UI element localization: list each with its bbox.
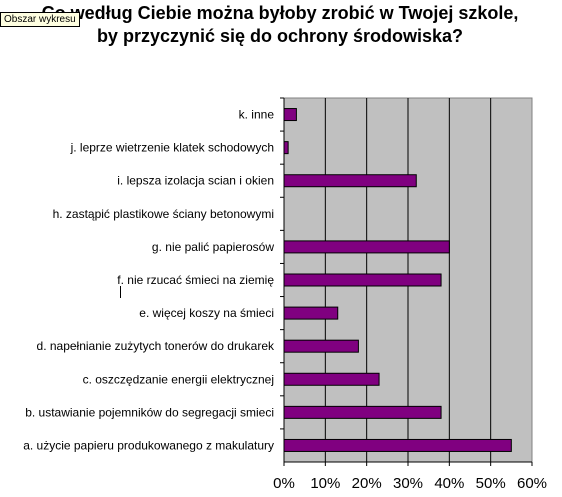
x-tick-label: 50% xyxy=(476,475,506,492)
category-label: e. więcej koszy na śmieci xyxy=(139,306,274,320)
text-cursor xyxy=(120,286,121,298)
bar[interactable] xyxy=(283,273,442,287)
bar[interactable] xyxy=(283,108,297,122)
category-label: k. inne xyxy=(239,108,275,122)
category-label: h. zastąpić plastikowe ściany betonowymi xyxy=(53,207,274,221)
bar[interactable] xyxy=(283,438,512,452)
chart-title: Co według Ciebie można byłoby zrobić w T… xyxy=(41,3,519,46)
x-tick-label: 30% xyxy=(393,475,423,492)
category-label: j. leprze wietrzenie klatek schodowych xyxy=(70,141,274,155)
category-label: d. napełnianie zużytych tonerów do druka… xyxy=(37,339,275,353)
category-labels: k. inne j. leprze wietrzenie klatek schod… xyxy=(23,97,284,452)
bar[interactable] xyxy=(283,174,417,188)
x-tick-label: 20% xyxy=(352,475,382,492)
x-tick-label: 10% xyxy=(310,475,340,492)
x-tick-label: 40% xyxy=(434,475,464,492)
category-label: f. nie rzucać śmieci na ziemię xyxy=(117,273,274,287)
category-label: c. oszczędzanie energii elektrycznej xyxy=(83,372,274,386)
category-label: a. użycie papieru produkowanego z makula… xyxy=(23,438,274,452)
bar[interactable] xyxy=(283,372,380,386)
bar[interactable] xyxy=(283,240,450,254)
tooltip: Obszar wykresu xyxy=(0,12,80,27)
x-tick-label: 60% xyxy=(517,475,547,492)
bar[interactable] xyxy=(283,405,442,419)
x-tick-labels: 0% 10% 20% 30% 40% 50% 60% xyxy=(273,462,547,492)
bar[interactable] xyxy=(283,339,359,353)
x-tick-label: 0% xyxy=(273,475,295,492)
category-label: b. ustawianie pojemników do segregacji s… xyxy=(25,405,274,419)
bar[interactable] xyxy=(283,306,339,320)
bar[interactable] xyxy=(283,141,289,155)
category-label: i. lepsza izolacja scian i okien xyxy=(117,174,274,188)
bars xyxy=(283,108,512,452)
category-label: g. nie palić papierosów xyxy=(152,240,274,254)
